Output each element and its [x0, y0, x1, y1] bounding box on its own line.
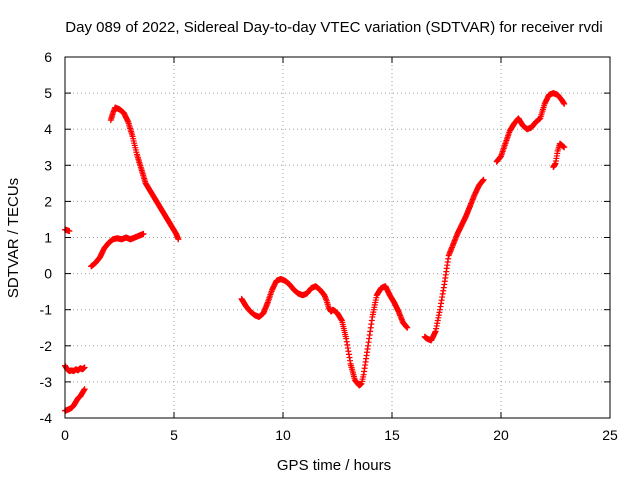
y-tick-label: 0	[44, 266, 52, 282]
data-point	[66, 228, 73, 235]
y-tick-label: 2	[44, 193, 52, 209]
y-tick-label: -4	[40, 410, 53, 426]
data-point	[81, 364, 88, 371]
chart-title: Day 089 of 2022, Sidereal Day-to-day VTE…	[65, 19, 602, 36]
x-tick-label: 5	[170, 427, 178, 443]
data-points	[62, 90, 568, 414]
data-point	[81, 386, 88, 393]
x-tick-label: 0	[61, 427, 69, 443]
data-point	[561, 144, 568, 151]
grid	[65, 57, 610, 418]
x-axis-title: GPS time / hours	[277, 457, 391, 474]
data-point	[561, 100, 568, 107]
axis-ticks: 0 5 10 15 20 25 -4 -3 -2 -1 0 1 2 3 4 5 6	[40, 49, 618, 443]
y-tick-label: 1	[44, 230, 52, 246]
data-point	[480, 176, 487, 183]
data-point	[404, 324, 411, 331]
y-axis-title: SDTVAR / TECUs	[5, 178, 22, 298]
data-point	[140, 230, 147, 237]
y-tick-label: -2	[40, 338, 53, 354]
y-tick-label: 6	[44, 49, 52, 65]
x-tick-label: 10	[275, 427, 291, 443]
y-tick-label: -1	[40, 302, 53, 318]
y-tick-label: 4	[44, 121, 52, 137]
y-tick-label: 5	[44, 85, 52, 101]
x-tick-label: 25	[602, 427, 618, 443]
y-tick-label: 3	[44, 157, 52, 173]
y-tick-label: -3	[40, 374, 53, 390]
data-point	[175, 236, 182, 243]
x-tick-label: 15	[384, 427, 400, 443]
x-tick-label: 20	[493, 427, 509, 443]
